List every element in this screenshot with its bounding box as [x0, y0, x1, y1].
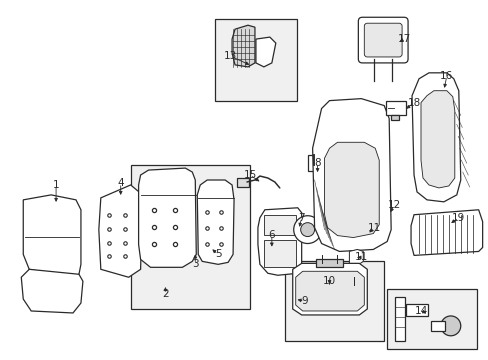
Bar: [346, 267, 364, 277]
Polygon shape: [138, 168, 196, 267]
Bar: [307, 155, 319, 171]
Polygon shape: [21, 269, 83, 313]
Text: 7: 7: [298, 213, 305, 223]
Text: 6: 6: [268, 230, 275, 239]
Bar: [284, 261, 384, 341]
Bar: [405, 304, 427, 316]
Polygon shape: [23, 195, 81, 277]
Text: 18: 18: [407, 98, 420, 108]
Text: 12: 12: [386, 200, 400, 210]
Text: 9: 9: [301, 296, 307, 306]
Bar: [394, 297, 404, 341]
Bar: [237, 178, 248, 187]
Polygon shape: [197, 180, 234, 264]
Text: 14: 14: [413, 306, 427, 316]
Text: 10: 10: [322, 276, 335, 286]
Polygon shape: [411, 73, 460, 202]
Polygon shape: [292, 264, 366, 315]
Text: 8: 8: [314, 158, 320, 168]
Text: 2: 2: [162, 289, 168, 299]
Text: 11: 11: [354, 252, 367, 262]
Polygon shape: [255, 37, 275, 67]
Bar: [215, 19, 296, 100]
Polygon shape: [257, 208, 301, 275]
Bar: [430, 321, 444, 331]
Polygon shape: [324, 142, 379, 238]
Polygon shape: [420, 91, 454, 188]
Text: 16: 16: [439, 71, 452, 81]
Text: 19: 19: [451, 213, 465, 223]
Polygon shape: [410, 210, 482, 255]
Text: 1: 1: [53, 180, 59, 190]
Text: 17: 17: [397, 34, 410, 44]
Bar: [386, 100, 405, 114]
Bar: [390, 114, 398, 121]
Bar: [130, 165, 249, 309]
Bar: [264, 215, 295, 235]
Text: 11: 11: [367, 222, 380, 233]
Bar: [315, 260, 343, 267]
FancyBboxPatch shape: [358, 17, 407, 63]
Circle shape: [300, 223, 314, 237]
Polygon shape: [232, 25, 254, 67]
Circle shape: [440, 316, 460, 336]
Polygon shape: [99, 185, 142, 277]
Circle shape: [293, 216, 321, 243]
Text: 4: 4: [117, 178, 124, 188]
Text: 3: 3: [192, 259, 198, 269]
Bar: [386, 289, 476, 349]
FancyBboxPatch shape: [364, 23, 401, 57]
Polygon shape: [312, 99, 390, 251]
Polygon shape: [295, 271, 364, 311]
Polygon shape: [349, 249, 363, 265]
Text: 5: 5: [214, 249, 221, 260]
Bar: [264, 239, 295, 267]
Text: 15: 15: [243, 170, 256, 180]
Text: 13: 13: [223, 51, 236, 61]
